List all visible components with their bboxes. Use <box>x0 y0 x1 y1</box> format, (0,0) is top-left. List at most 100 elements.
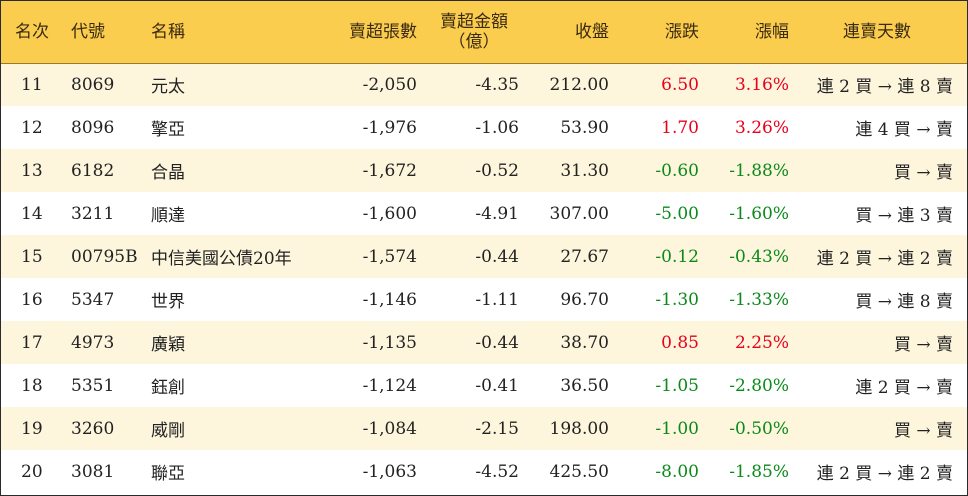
code-cell: 3211 <box>71 203 115 224</box>
net-sell-shares-cell: -1,672 <box>362 160 417 181</box>
streak-cell: 買 → 賣 <box>893 163 953 183</box>
streak-cell: 買 → 賣 <box>893 335 953 355</box>
change-cell: -1.00 <box>655 418 699 439</box>
net-sell-shares-cell: -1,084 <box>362 418 417 439</box>
net-sell-amount-cell: -0.44 <box>475 246 519 267</box>
change-cell: -0.12 <box>655 246 699 267</box>
name-cell: 中信美國公債20年 <box>151 249 292 269</box>
name-cell: 擎亞 <box>151 120 185 140</box>
net-sell-amount-cell: -1.06 <box>475 117 519 138</box>
header-net-sell-amount: 賣超金額 （億） <box>423 1 525 64</box>
streak-cell: 買 → 賣 <box>893 421 953 441</box>
table-row: 18 5351 鈺創 -1,124 -0.41 36.50 -1.05 -2.80% 連 2 買… <box>1 364 967 407</box>
rank-cell: 19 <box>21 418 43 439</box>
pct-cell: -0.43% <box>729 246 789 267</box>
close-cell: 36.50 <box>560 375 609 396</box>
name-cell: 聯亞 <box>151 464 185 484</box>
change-cell: -8.00 <box>655 461 699 482</box>
pct-cell: -1.85% <box>729 461 789 482</box>
code-cell: 8096 <box>71 117 115 138</box>
rank-cell: 18 <box>21 375 43 396</box>
net-sell-amount-cell: -4.52 <box>475 461 519 482</box>
code-cell: 6182 <box>71 160 115 181</box>
close-cell: 212.00 <box>549 74 609 95</box>
header-net-sell-amount-label: 賣超金額 <box>440 11 508 32</box>
header-code: 代號 <box>63 1 143 64</box>
streak-cell: 連 2 買 → 連 2 賣 <box>816 464 953 484</box>
header-change: 漲跌 <box>615 1 705 64</box>
pct-cell: -1.88% <box>729 160 789 181</box>
net-sell-amount-cell: -2.15 <box>475 418 519 439</box>
streak-cell: 連 2 買 → 連 2 賣 <box>816 249 953 269</box>
close-cell: 307.00 <box>549 203 609 224</box>
header-close: 收盤 <box>525 1 615 64</box>
name-cell: 元太 <box>151 77 185 98</box>
net-sell-shares-cell: -2,050 <box>362 74 417 95</box>
header-net-sell-amount-unit: （億） <box>448 31 500 52</box>
streak-cell: 買 → 連 8 賣 <box>855 292 953 312</box>
code-cell: 3260 <box>71 418 115 439</box>
net-sell-amount-cell: -0.41 <box>475 375 519 396</box>
change-cell: 1.70 <box>661 117 699 138</box>
table-row: 17 4973 廣穎 -1,135 -0.44 38.70 0.85 2.25% 買 → 賣 <box>1 321 967 364</box>
code-cell: 5347 <box>71 289 115 310</box>
code-cell: 5351 <box>71 375 115 396</box>
net-sell-shares-cell: -1,146 <box>362 289 417 310</box>
pct-cell: -0.50% <box>729 418 789 439</box>
net-sell-shares-cell: -1,600 <box>362 203 417 224</box>
pct-cell: 2.25% <box>734 332 789 353</box>
header-streak: 連賣天數 <box>795 1 967 64</box>
change-cell: 0.85 <box>661 332 699 353</box>
name-cell: 世界 <box>151 292 185 312</box>
net-sell-shares-cell: -1,976 <box>362 117 417 138</box>
name-cell: 順達 <box>151 206 185 226</box>
code-cell: 4973 <box>71 332 115 353</box>
close-cell: 27.67 <box>560 246 609 267</box>
change-cell: -5.00 <box>655 203 699 224</box>
header-name: 名稱 <box>143 1 311 64</box>
rank-cell: 15 <box>21 246 43 267</box>
change-cell: -0.60 <box>655 160 699 181</box>
table-row: 15 00795B 中信美國公債20年 -1,574 -0.44 27.67 -0.12 -0… <box>1 235 967 278</box>
table-row: 16 5347 世界 -1,146 -1.11 96.70 -1.30 -1.33% 買 → 連… <box>1 278 967 321</box>
pct-cell: 3.26% <box>734 117 789 138</box>
pct-cell: 3.16% <box>734 74 789 95</box>
table-row: 12 8096 擎亞 -1,976 -1.06 53.90 1.70 3.26% 連 4 買 →… <box>1 106 967 149</box>
rank-cell: 11 <box>21 74 43 95</box>
rank-cell: 13 <box>21 160 43 181</box>
header-pct: 漲幅 <box>705 1 795 64</box>
rank-cell: 17 <box>21 332 43 353</box>
pct-cell: -2.80% <box>729 375 789 396</box>
rank-cell: 16 <box>21 289 43 310</box>
header-rank: 名次 <box>1 1 63 64</box>
name-cell: 威剛 <box>151 421 185 441</box>
close-cell: 38.70 <box>560 332 609 353</box>
net-sell-shares-cell: -1,574 <box>362 246 417 267</box>
streak-cell: 連 2 買 → 賣 <box>855 378 953 398</box>
change-cell: -1.30 <box>655 289 699 310</box>
rank-cell: 20 <box>21 461 43 482</box>
name-cell: 廣穎 <box>151 335 185 355</box>
header-net-sell-shares: 賣超張數 <box>311 1 423 64</box>
table-row: 19 3260 威剛 -1,084 -2.15 198.00 -1.00 -0.50% 買 → … <box>1 407 967 450</box>
streak-cell: 買 → 連 3 賣 <box>855 206 953 226</box>
net-sell-shares-cell: -1,124 <box>362 375 417 396</box>
pct-cell: -1.60% <box>729 203 789 224</box>
close-cell: 198.00 <box>549 418 609 439</box>
close-cell: 96.70 <box>560 289 609 310</box>
pct-cell: -1.33% <box>729 289 789 310</box>
rank-cell: 12 <box>21 117 43 138</box>
header-row: 名次 代號 名稱 賣超張數 賣超金額 （億） 收盤 漲跌 漲幅 連賣天數 <box>1 1 967 64</box>
net-sell-shares-cell: -1,135 <box>362 332 417 353</box>
net-sell-amount-cell: -0.44 <box>475 332 519 353</box>
code-cell: 3081 <box>71 461 115 482</box>
net-sell-shares-cell: -1,063 <box>362 461 417 482</box>
change-cell: 6.50 <box>661 74 699 95</box>
code-cell: 00795B <box>71 246 138 267</box>
net-sell-amount-cell: -0.52 <box>475 160 519 181</box>
net-sell-amount-cell: -4.35 <box>475 74 519 95</box>
name-cell: 合晶 <box>151 163 185 183</box>
table-row: 11 8069 元太 -2,050 -4.35 212.00 6.50 3.16% 連 2 買 … <box>1 63 967 106</box>
